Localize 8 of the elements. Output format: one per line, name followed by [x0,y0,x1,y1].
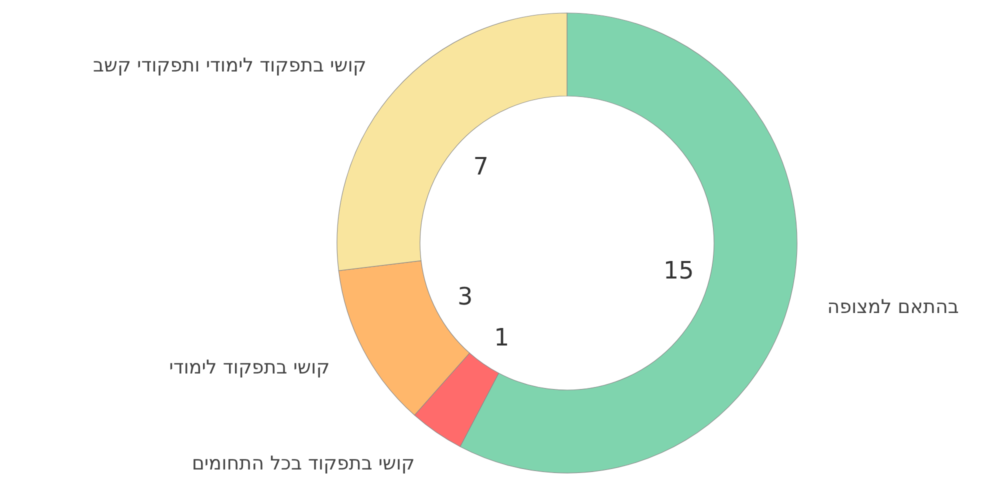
slice-label: קושי בתפקוד לימודי [169,356,330,379]
slice-label: קושי בתפקוד בכל התחומים [192,452,415,475]
data-label: 1 [494,324,510,352]
slice-label: בהתאם למצופה [827,296,959,318]
data-label: 3 [458,282,473,310]
slice-label: קושי בתפקוד לימודי ותפקודי קשב [93,54,366,76]
data-label: 15 [663,256,694,285]
data-label: 7 [473,152,489,181]
